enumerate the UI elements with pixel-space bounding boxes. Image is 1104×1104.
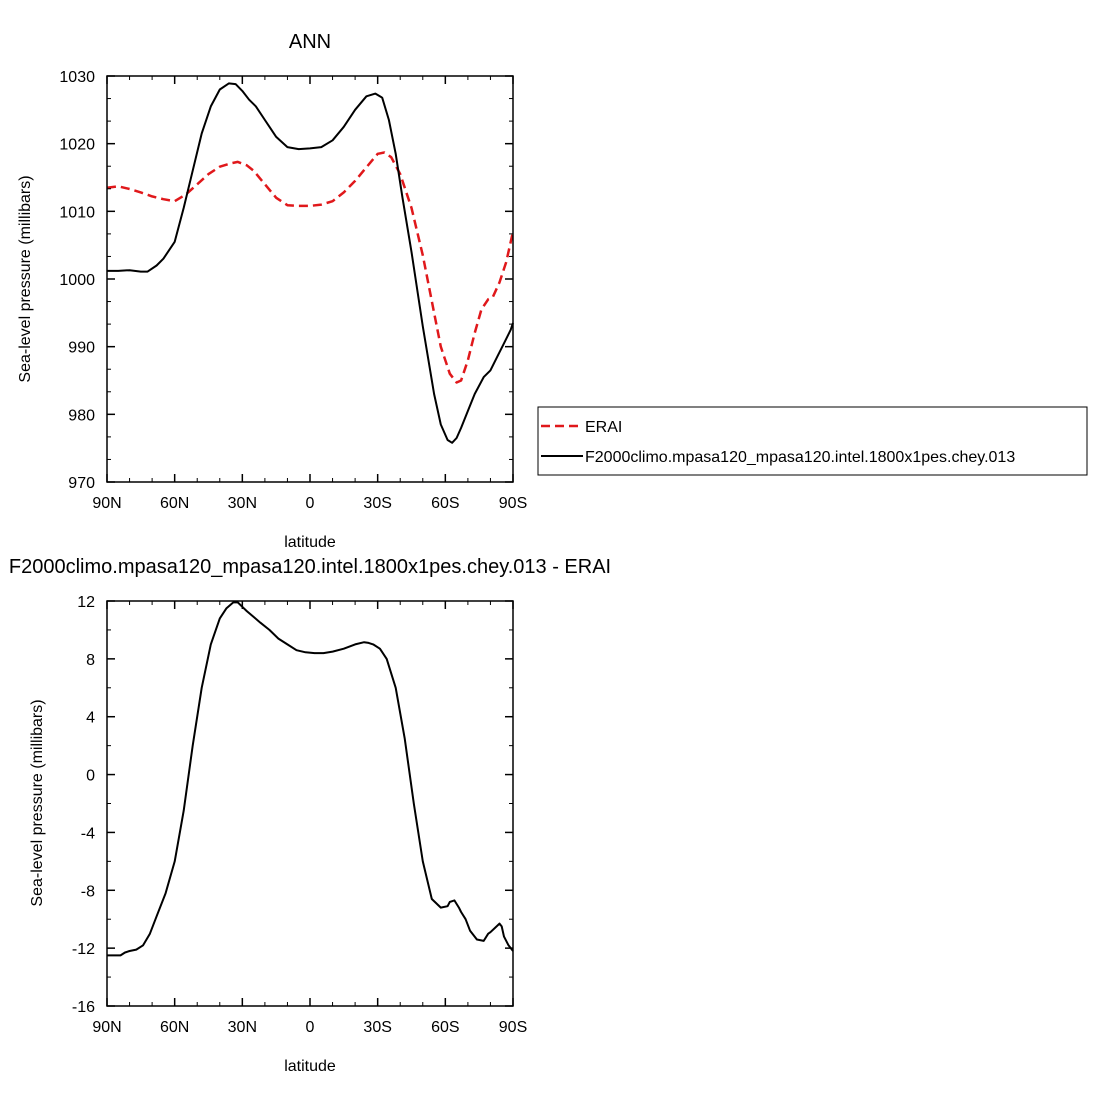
x-tick-label: 30N	[228, 495, 257, 512]
bottom-series-group	[107, 601, 514, 957]
y-tick-label: -4	[81, 825, 95, 842]
y-tick-label: 1030	[59, 69, 95, 86]
x-tick-label: 30S	[363, 495, 391, 512]
x-tick-label: 60S	[431, 495, 459, 512]
series-line-difference	[107, 601, 514, 957]
legend: ERAI F2000climo.mpasa120_mpasa120.intel.…	[537, 406, 1088, 476]
y-tick-label: -8	[81, 883, 95, 900]
y-tick-label: 970	[68, 475, 95, 492]
x-tick-label: 30N	[228, 1019, 257, 1036]
y-tick-label: 4	[86, 710, 95, 727]
bottom-y-tick-labels: -16 -12 -8 -4 0 4 8 12	[72, 594, 95, 1016]
y-tick-label: 1020	[59, 137, 95, 154]
legend-label-erai: ERAI	[585, 419, 622, 436]
top-series-group	[106, 82, 515, 444]
series-line-model	[107, 82, 514, 444]
top-axis-ticks	[106, 75, 514, 483]
top-panel: ANN 90N 60N 30N 0 30S 60S 90S 970 980 990 1000 101…	[17, 31, 527, 551]
top-plot-title: ANN	[289, 31, 331, 53]
y-tick-label: 990	[68, 340, 95, 357]
y-tick-label: -12	[72, 941, 95, 958]
bottom-plot-frame	[106, 600, 514, 1007]
top-x-axis-title: latitude	[284, 534, 336, 551]
x-tick-label: 90N	[92, 495, 121, 512]
x-tick-label: 30S	[363, 1019, 391, 1036]
x-tick-label: 0	[306, 495, 315, 512]
top-y-axis-title: Sea-level pressure (millibars)	[17, 175, 34, 382]
bottom-x-tick-labels: 90N 60N 30N 0 30S 60S 90S	[92, 1019, 527, 1036]
top-plot-frame	[106, 75, 514, 483]
x-tick-label: 90N	[92, 1019, 121, 1036]
x-tick-label: 0	[306, 1019, 315, 1036]
x-tick-label: 90S	[499, 495, 527, 512]
y-tick-label: 1010	[59, 204, 95, 221]
x-tick-label: 60N	[160, 1019, 189, 1036]
y-tick-label: 8	[86, 652, 95, 669]
y-tick-label: 1000	[59, 272, 95, 289]
y-tick-label: -16	[72, 999, 95, 1016]
bottom-y-axis-title: Sea-level pressure (millibars)	[29, 699, 46, 906]
y-tick-label: 0	[86, 768, 95, 785]
top-x-tick-labels: 90N 60N 30N 0 30S 60S 90S	[92, 495, 527, 512]
y-tick-label: 980	[68, 407, 95, 424]
legend-box	[537, 406, 1088, 476]
bottom-plot-title: F2000climo.mpasa120_mpasa120.intel.1800x…	[9, 556, 611, 578]
bottom-axis-ticks	[106, 600, 514, 1007]
legend-label-model: F2000climo.mpasa120_mpasa120.intel.1800x…	[585, 449, 1015, 466]
x-tick-label: 90S	[499, 1019, 527, 1036]
x-tick-label: 60N	[160, 495, 189, 512]
y-tick-label: 12	[77, 594, 95, 611]
bottom-x-axis-title: latitude	[284, 1058, 336, 1075]
series-line-erai	[106, 151, 515, 384]
top-y-tick-labels: 970 980 990 1000 1010 1020 1030	[59, 69, 95, 492]
bottom-panel: F2000climo.mpasa120_mpasa120.intel.1800x…	[9, 556, 611, 1075]
x-tick-label: 60S	[431, 1019, 459, 1036]
